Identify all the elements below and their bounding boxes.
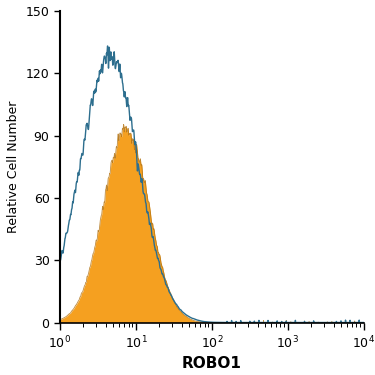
X-axis label: ROBO1: ROBO1 <box>182 357 242 372</box>
Y-axis label: Relative Cell Number: Relative Cell Number <box>7 101 20 233</box>
